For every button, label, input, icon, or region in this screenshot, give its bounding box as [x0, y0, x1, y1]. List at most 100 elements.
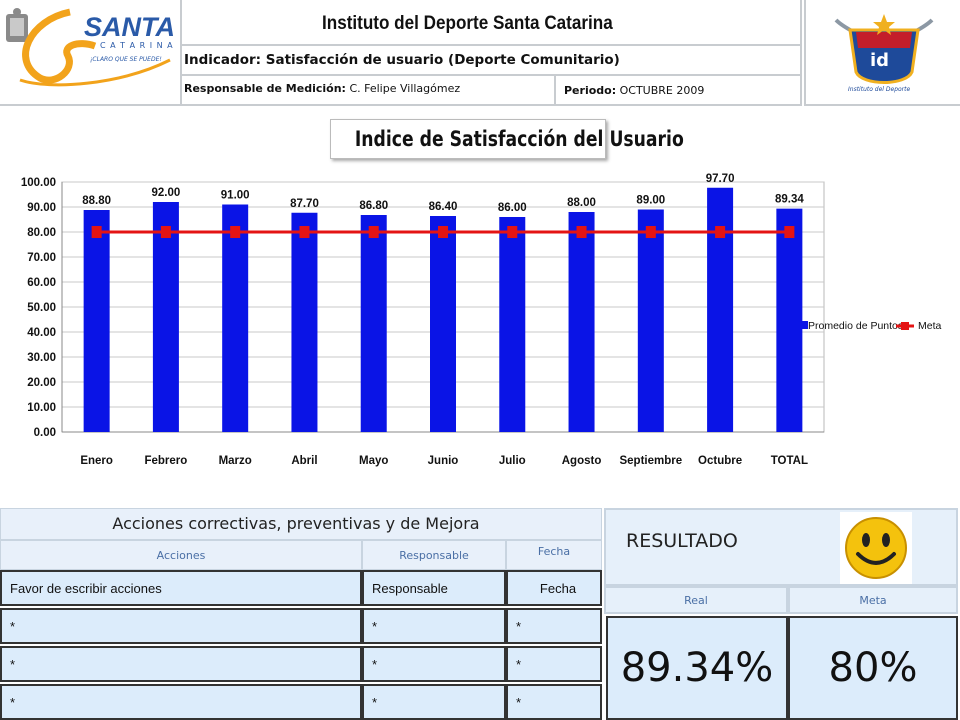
- period-value: OCTUBRE 2009: [619, 84, 705, 97]
- col-header-fecha: Fecha: [506, 540, 602, 570]
- bar: [360, 215, 387, 432]
- responsible-cell[interactable]: *: [362, 684, 506, 720]
- period-cell: Periodo: OCTUBRE 2009: [556, 76, 802, 106]
- data-label: 91.00: [221, 190, 250, 202]
- result-title: RESULTADO: [626, 530, 738, 552]
- meta-marker: [576, 226, 587, 238]
- action-cell[interactable]: *: [0, 684, 362, 720]
- bar: [776, 208, 803, 432]
- y-tick-label: 70.00: [27, 252, 56, 264]
- responsible-line: Responsable de Medición: C. Felipe Villa…: [184, 82, 460, 95]
- meta-label: Meta: [788, 586, 958, 614]
- logo-subtext: C A T A R I N A: [100, 41, 174, 50]
- responsible-cell: Responsable de Medición: C. Felipe Villa…: [182, 76, 556, 106]
- y-tick-label: 60.00: [27, 277, 56, 289]
- logo-tagline: ¡CLARO QUE SE PUEDE!: [90, 56, 162, 63]
- data-label: 92.00: [152, 187, 181, 199]
- date-cell[interactable]: *: [506, 684, 602, 720]
- coat-of-arms-icon: [6, 8, 28, 42]
- legend-label-meta: Meta: [918, 320, 942, 332]
- bar: [430, 216, 456, 432]
- meta-marker: [645, 226, 656, 238]
- x-tick-label: Septiembre: [619, 455, 682, 467]
- col-header-acciones: Acciones: [0, 540, 362, 570]
- y-tick-label: 100.00: [21, 177, 56, 189]
- bar: [707, 187, 734, 432]
- meta-marker: [507, 226, 518, 238]
- data-label: 97.70: [706, 173, 735, 185]
- meta-marker: [230, 226, 241, 238]
- y-tick-label: 20.00: [27, 377, 56, 389]
- y-tick-label: 90.00: [27, 202, 56, 214]
- x-tick-label: Agosto: [562, 455, 602, 467]
- result-title-cell: RESULTADO: [604, 508, 958, 586]
- meta-marker: [438, 226, 448, 238]
- crest-text: id: [870, 50, 890, 71]
- real-label: Real: [604, 586, 788, 614]
- x-tick-label: Julio: [499, 455, 526, 467]
- date-cell[interactable]: *: [506, 646, 602, 682]
- period-line: Periodo: OCTUBRE 2009: [564, 84, 704, 97]
- y-tick-label: 50.00: [27, 302, 56, 314]
- indicator-text: Indicador: Satisfacción de usuario (Depo…: [184, 52, 620, 68]
- crest-logo: id Instituto del Deporte: [804, 0, 960, 106]
- legend-swatch-bars: [800, 321, 808, 329]
- x-tick-label: Octubre: [698, 455, 742, 467]
- institute-title: Instituto del Deporte Santa Catarina: [322, 13, 613, 34]
- action-cell[interactable]: Favor de escribir acciones: [0, 570, 362, 606]
- meta-marker: [160, 226, 171, 238]
- period-label: Periodo:: [564, 84, 617, 97]
- x-tick-label: Mayo: [359, 455, 388, 467]
- crest-subtext: Instituto del Deporte: [848, 86, 911, 93]
- action-cell[interactable]: *: [0, 646, 362, 682]
- result-panel: RESULTADO Real Meta 89.34% 80%: [604, 508, 960, 720]
- data-label: 89.34: [775, 194, 804, 206]
- meta-marker: [91, 226, 102, 238]
- responsible-cell[interactable]: *: [362, 646, 506, 682]
- x-tick-label: TOTAL: [771, 455, 808, 467]
- meta-marker: [368, 226, 379, 238]
- bar-chart: 0.00 10.00 20.00 30.00 40.00 50.00 60.00 70.00 8…: [21, 173, 942, 467]
- responsible-cell[interactable]: Responsable: [362, 570, 506, 606]
- logo-graphic: [6, 8, 171, 87]
- chart-area: Indice de Satisfacción del Usuario 0.00 1…: [0, 108, 960, 506]
- actions-table: Acciones correctivas, preventivas y de M…: [0, 508, 604, 720]
- action-cell[interactable]: *: [0, 608, 362, 644]
- y-tick-label: 30.00: [27, 352, 56, 364]
- date-cell[interactable]: *: [506, 608, 602, 644]
- real-value: 89.34%: [606, 616, 788, 720]
- data-label: 89.00: [636, 195, 665, 207]
- data-label: 86.40: [429, 201, 458, 213]
- header: SANTA C A T A R I N A ¡CLARO QUE SE PUED…: [0, 0, 960, 106]
- x-tick-label: Marzo: [219, 455, 252, 467]
- data-label: 86.80: [359, 200, 388, 212]
- bar: [291, 212, 318, 432]
- legend-swatch-meta: [901, 322, 909, 330]
- bar: [152, 202, 179, 432]
- data-label: 88.80: [82, 195, 111, 207]
- y-tick-label: 40.00: [27, 327, 56, 339]
- actions-title: Acciones correctivas, preventivas y de M…: [112, 514, 480, 533]
- data-label: 86.00: [498, 202, 527, 214]
- indicator-cell: Indicador: Satisfacción de usuario (Depo…: [182, 46, 802, 76]
- legend-label-bars: Promedio de Puntos: [808, 320, 903, 332]
- x-tick-label: Abril: [291, 455, 317, 467]
- col-header-responsable: Responsable: [362, 540, 506, 570]
- bar: [499, 217, 526, 432]
- responsible-cell[interactable]: *: [362, 608, 506, 644]
- data-label: 87.70: [290, 198, 319, 210]
- data-label: 88.00: [567, 197, 596, 209]
- responsible-label: Responsable de Medición:: [184, 82, 346, 95]
- y-tick-label: 80.00: [27, 227, 56, 239]
- title-cell: Instituto del Deporte Santa Catarina: [182, 0, 802, 46]
- meta-marker: [715, 226, 726, 238]
- meta-marker: [299, 226, 310, 238]
- x-tick-label: Enero: [80, 455, 113, 467]
- bar: [637, 209, 664, 432]
- bar: [568, 212, 595, 432]
- actions-title-cell: Acciones correctivas, preventivas y de M…: [0, 508, 602, 540]
- date-cell[interactable]: Fecha: [506, 570, 602, 606]
- chart-title-box: [330, 119, 606, 159]
- bar: [83, 210, 110, 432]
- crest-icon: [834, 14, 934, 84]
